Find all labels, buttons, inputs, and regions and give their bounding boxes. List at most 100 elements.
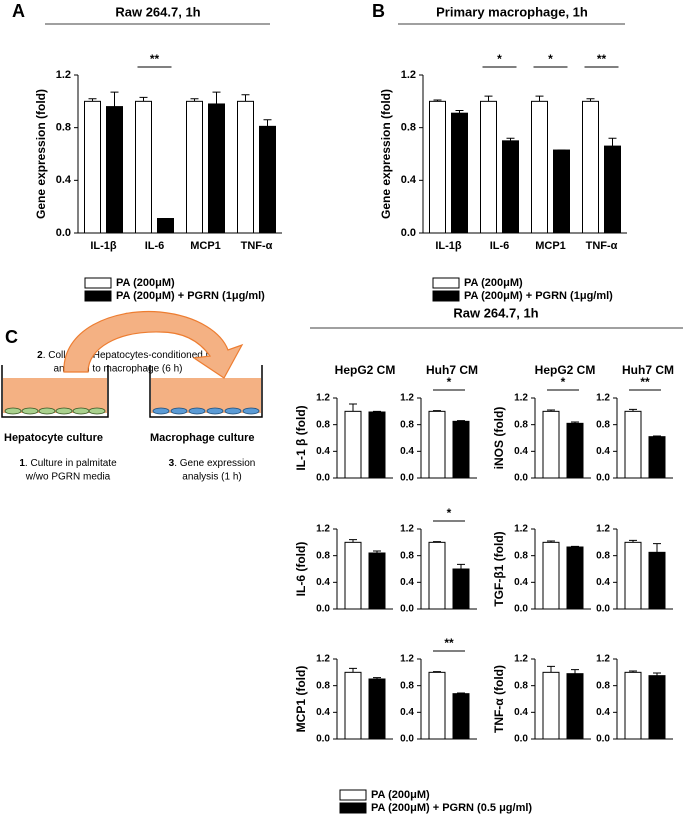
error-bar [629,670,637,673]
macrophages [152,407,260,415]
step-number: 1 [19,458,25,469]
y-tick-label: 1.2 [56,69,71,81]
legend-label: PA (200μM) [371,789,430,801]
panel-title: Raw 264.7, 1h [453,305,538,320]
y-tick-label: 1.2 [316,654,330,665]
significance-label: * [497,52,502,66]
significance-label: * [447,506,452,520]
significance-label: ** [597,52,607,66]
y-tick-label: 1.2 [514,654,528,665]
chart-title: Raw 264.7, 1h [115,4,200,19]
y-tick-label: 0.0 [316,604,330,615]
step-line: . Gene expression [174,458,255,469]
bar [648,436,666,479]
y-tick-label: 0.4 [596,577,610,588]
y-tick-label: 1.2 [316,393,330,404]
bar [531,100,548,234]
bar [553,149,570,234]
step-text: 1. Culture in palmitate [19,458,117,469]
y-tick-label: 0.4 [400,446,414,457]
bar [259,125,276,234]
error-bar [457,563,465,569]
bar [542,671,560,740]
y-tick-label: 0.4 [401,174,417,186]
y-tick-label: 0.8 [514,680,528,691]
bar [582,100,599,234]
y-tick-label: 0.0 [316,734,330,745]
y-tick-label: 0.8 [400,550,414,561]
bar [648,675,666,740]
bar [157,218,174,234]
y-tick-label: 1.2 [596,393,610,404]
error-bar [241,94,250,102]
error-bar [373,550,381,553]
y-tick-label: 1.2 [400,524,414,535]
y-axis-label: IL-1 β (fold) [294,405,308,470]
bar [428,671,446,740]
x-tick-label: MCP1 [190,240,221,252]
error-bar [653,672,661,676]
y-tick-label: 0.4 [316,446,330,457]
panel-label: A [12,1,25,21]
error-bar [484,95,493,102]
y-tick-label: 0.0 [400,734,414,745]
bar [344,541,362,610]
y-tick-label: 0.0 [400,473,414,484]
panel-label: B [372,1,385,21]
error-bar [586,98,595,102]
error-bar [547,540,555,543]
error-bar [571,421,579,424]
culture-label: Hepatocyte culture [4,432,103,444]
y-tick-label: 1.2 [514,393,528,404]
bar [135,100,152,234]
bar [452,693,470,740]
y-tick-label: 0.4 [316,577,330,588]
y-tick-label: 1.2 [596,524,610,535]
legend-swatch [339,802,367,814]
y-tick-label: 0.0 [56,227,71,239]
y-tick-label: 0.8 [401,122,416,134]
error-bar [373,410,381,412]
significance-label: ** [640,375,650,389]
bar [428,410,446,479]
y-tick-label: 0.8 [316,680,330,691]
y-tick-label: 0.8 [514,550,528,561]
diagram: 2. Collected Hepatocytes-conditioned med… [1,310,263,483]
y-axis-label: iNOS (fold) [492,407,506,470]
bar [428,541,446,610]
legend-label: PA (200μM) + PGRN (1μg/ml) [464,290,613,302]
step-line: analysis (1 h) [182,472,241,483]
bar [452,568,470,610]
y-axis-label: TNF-α (fold) [492,665,506,733]
bar [480,100,497,234]
y-tick-label: 1.2 [316,524,330,535]
y-tick-label: 0.4 [596,707,610,718]
y-tick-label: 0.4 [514,707,528,718]
x-tick-label: TNF-α [586,240,618,252]
step-number: 3 [169,458,175,469]
x-tick-label: IL-6 [145,240,165,252]
step-line: . Culture in palmitate [25,458,117,469]
x-tick-label: IL-1β [90,240,117,252]
error-bar [571,669,579,674]
x-tick-label: IL-1β [435,240,462,252]
y-tick-label: 0.0 [514,473,528,484]
y-tick-label: 0.8 [400,419,414,430]
error-bar [349,667,357,673]
bar [502,140,519,234]
y-tick-label: 0.4 [596,446,610,457]
bar [566,673,584,740]
bar [542,410,560,479]
legend-label: PA (200μM) + PGRN (0.5 μg/ml) [371,802,532,814]
x-tick-label: TNF-α [241,240,273,252]
error-bar [653,543,661,553]
bar [604,145,621,234]
error-bar [547,665,555,673]
y-tick-label: 0.0 [316,473,330,484]
error-bar [263,119,272,127]
error-bar [349,539,357,543]
error-bar [139,96,148,102]
y-tick-label: 0.4 [400,707,414,718]
bar [84,100,101,234]
